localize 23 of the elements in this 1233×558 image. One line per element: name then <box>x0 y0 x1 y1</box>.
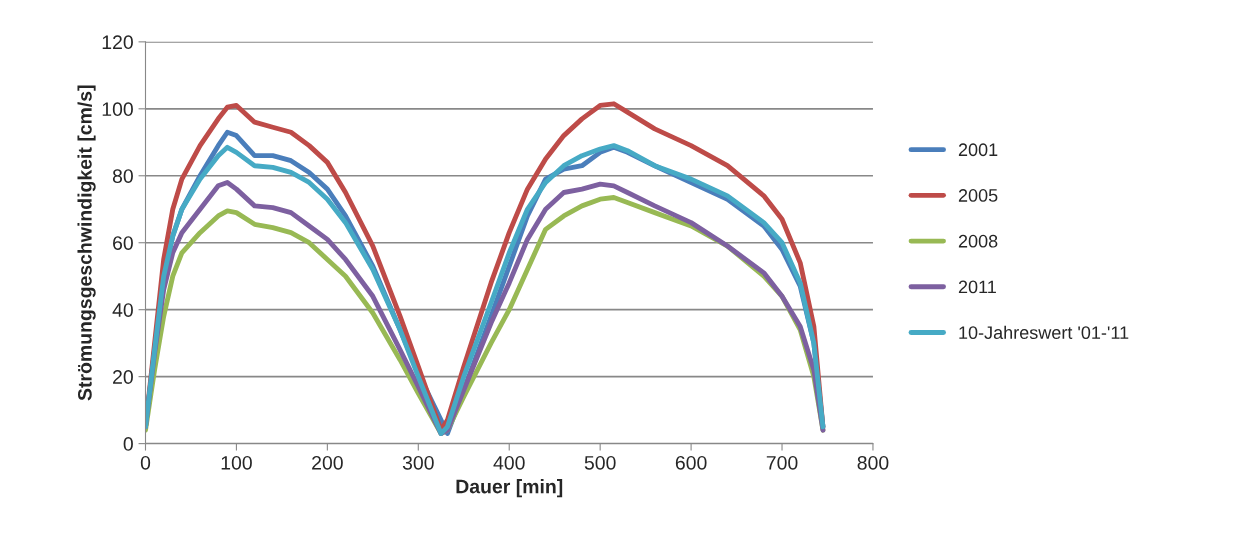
y-tick-label: 40 <box>112 303 133 317</box>
x-tick-label: 800 <box>857 455 889 470</box>
legend-label: 2001 <box>958 143 998 157</box>
x-tick-label: 600 <box>675 455 707 470</box>
legend-label: 2005 <box>958 189 998 202</box>
legend-label: 2008 <box>958 234 998 248</box>
y-tick-label: 80 <box>112 169 133 184</box>
x-tick-label: 200 <box>312 455 343 470</box>
y-axis-title: Strömungsgeschwindigkeit [cm/s] <box>77 85 96 401</box>
y-tick-label: 100 <box>102 102 133 117</box>
y-tick-label: 120 <box>102 35 133 50</box>
legend-label: 10-Jahreswert '01-'11 <box>959 325 1129 340</box>
y-tick-label: 0 <box>123 437 133 451</box>
x-tick-label: 100 <box>221 455 252 470</box>
y-tick-label: 60 <box>113 236 133 250</box>
x-tick-label: 500 <box>584 455 616 470</box>
x-tick-label: 300 <box>402 455 434 470</box>
y-tick-label: 20 <box>113 370 133 384</box>
x-tick-label: 0 <box>140 455 151 470</box>
legend-label: 2011 <box>958 280 996 294</box>
x-tick-label: 400 <box>493 455 525 470</box>
x-tick-label: 700 <box>766 455 798 470</box>
x-axis-title: Dauer [min] <box>456 479 563 498</box>
